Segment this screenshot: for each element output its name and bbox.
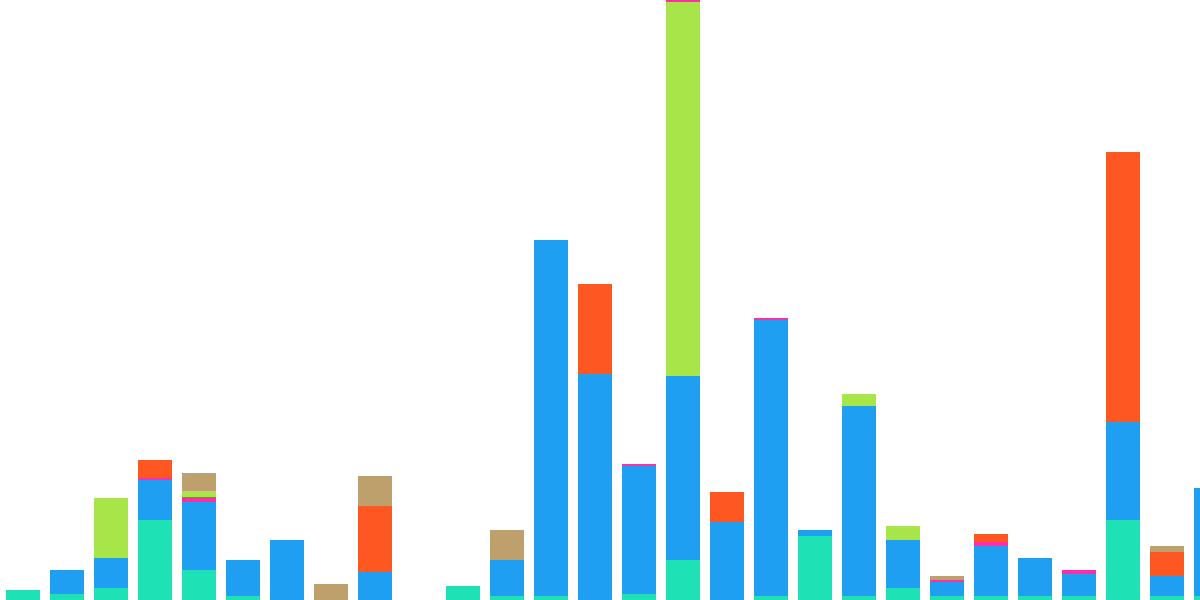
bar-segment bbox=[50, 594, 84, 600]
bar-segment bbox=[842, 406, 876, 596]
bar-segment bbox=[666, 2, 700, 376]
bar bbox=[622, 464, 656, 600]
bar-segment bbox=[578, 284, 612, 374]
bar-segment bbox=[1150, 576, 1184, 596]
bar bbox=[754, 318, 788, 600]
bar-segment bbox=[622, 594, 656, 600]
bar-segment bbox=[754, 320, 788, 596]
bar-segment bbox=[1150, 552, 1184, 576]
bar-segment bbox=[1062, 596, 1096, 600]
bar-segment bbox=[490, 530, 524, 560]
bar bbox=[578, 284, 612, 600]
bar-segment bbox=[490, 596, 524, 600]
bar-segment bbox=[666, 376, 700, 560]
bar-segment bbox=[1062, 574, 1096, 596]
bar-segment bbox=[798, 536, 832, 600]
bar-segment bbox=[1018, 558, 1052, 596]
bar-segment bbox=[666, 560, 700, 600]
bar bbox=[798, 530, 832, 600]
bar-segment bbox=[226, 560, 260, 596]
bar bbox=[138, 460, 172, 600]
bar bbox=[94, 498, 128, 600]
bar-segment bbox=[138, 480, 172, 520]
bar-segment bbox=[94, 498, 128, 558]
bar bbox=[710, 492, 744, 600]
bar-segment bbox=[1150, 596, 1184, 600]
bar-segment bbox=[534, 596, 568, 600]
bar bbox=[1018, 558, 1052, 600]
bar bbox=[314, 584, 348, 600]
bar-segment bbox=[930, 596, 964, 600]
bar-segment bbox=[226, 596, 260, 600]
bar bbox=[50, 570, 84, 600]
bar bbox=[490, 530, 524, 600]
bar-segment bbox=[358, 506, 392, 572]
bar-segment bbox=[974, 534, 1008, 542]
bar bbox=[1062, 570, 1096, 600]
stacked-bar-chart bbox=[0, 0, 1200, 600]
bar-segment bbox=[1018, 596, 1052, 600]
bar-segment bbox=[886, 526, 920, 540]
bar bbox=[182, 473, 216, 600]
bar-segment bbox=[50, 570, 84, 594]
bar-segment bbox=[182, 473, 216, 491]
bar bbox=[666, 0, 700, 600]
bar-segment bbox=[358, 476, 392, 506]
bar-segment bbox=[1106, 152, 1140, 422]
bar bbox=[930, 576, 964, 600]
bar-segment bbox=[842, 596, 876, 600]
bar bbox=[842, 394, 876, 600]
bar-segment bbox=[974, 546, 1008, 596]
bar-segment bbox=[314, 584, 348, 600]
bar-segment bbox=[1106, 422, 1140, 520]
bar bbox=[446, 586, 480, 600]
bar-segment bbox=[270, 540, 304, 600]
bar-segment bbox=[710, 492, 744, 522]
bar-segment bbox=[710, 522, 744, 600]
bar-segment bbox=[182, 570, 216, 600]
bar-segment bbox=[182, 502, 216, 570]
bar-segment bbox=[886, 540, 920, 588]
bar-segment bbox=[930, 582, 964, 596]
bar-segment bbox=[358, 572, 392, 600]
bar-segment bbox=[886, 588, 920, 600]
bar bbox=[974, 534, 1008, 600]
bar bbox=[358, 476, 392, 600]
bar-segment bbox=[842, 394, 876, 406]
bar-segment bbox=[138, 460, 172, 478]
bar-segment bbox=[94, 558, 128, 588]
bar bbox=[1106, 152, 1140, 600]
bar-segment bbox=[1194, 596, 1200, 600]
bar-segment bbox=[974, 596, 1008, 600]
bar-segment bbox=[622, 466, 656, 594]
bar-segment bbox=[754, 596, 788, 600]
bar-segment bbox=[534, 240, 568, 596]
bar bbox=[886, 526, 920, 600]
bar bbox=[6, 590, 40, 600]
bar bbox=[270, 540, 304, 600]
bar bbox=[534, 240, 568, 600]
bar-segment bbox=[1106, 520, 1140, 600]
bar-segment bbox=[446, 586, 480, 600]
bar bbox=[226, 560, 260, 600]
bar bbox=[1150, 546, 1184, 600]
bar-segment bbox=[94, 588, 128, 600]
bar-segment bbox=[490, 560, 524, 596]
bar-segment bbox=[1194, 488, 1200, 596]
bar-segment bbox=[578, 374, 612, 600]
bar-segment bbox=[138, 520, 172, 600]
bar bbox=[1194, 488, 1200, 600]
bar-segment bbox=[6, 590, 40, 600]
